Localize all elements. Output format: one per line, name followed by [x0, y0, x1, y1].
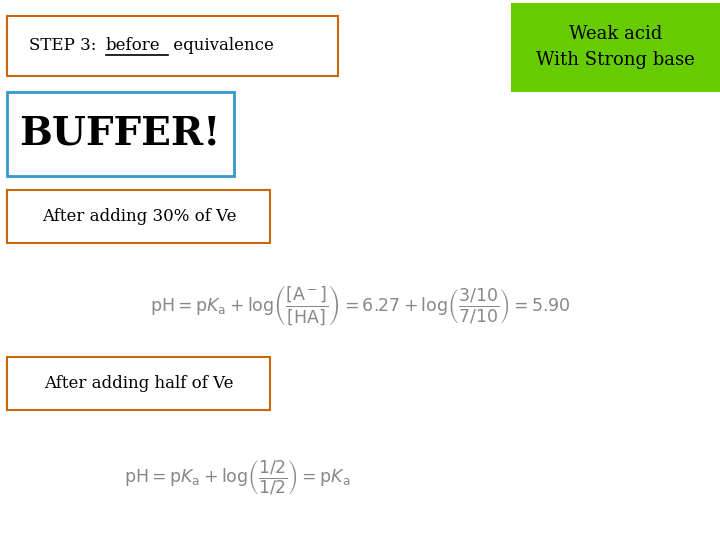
Text: After adding 30% of Ve: After adding 30% of Ve — [42, 208, 236, 225]
FancyBboxPatch shape — [511, 3, 720, 92]
Text: STEP 3:: STEP 3: — [29, 37, 102, 55]
Text: $\mathrm{pH} = \mathrm{p}K_\mathrm{a} + \log\!\left(\dfrac{1/2}{1/2}\right) = \m: $\mathrm{pH} = \mathrm{p}K_\mathrm{a} + … — [125, 458, 351, 497]
FancyBboxPatch shape — [7, 92, 234, 176]
Text: $\mathrm{pH} = \mathrm{p}K_\mathrm{a} + \log\!\left(\dfrac{[\mathrm{A}^-]}{[\mat: $\mathrm{pH} = \mathrm{p}K_\mathrm{a} + … — [150, 284, 570, 327]
Text: Weak acid
With Strong base: Weak acid With Strong base — [536, 25, 695, 69]
FancyBboxPatch shape — [7, 190, 270, 243]
Text: equivalence: equivalence — [168, 37, 274, 55]
Text: BUFFER!: BUFFER! — [19, 115, 221, 153]
FancyBboxPatch shape — [7, 16, 338, 76]
Text: before: before — [106, 37, 161, 55]
Text: After adding half of Ve: After adding half of Ve — [44, 375, 234, 393]
FancyBboxPatch shape — [7, 357, 270, 410]
